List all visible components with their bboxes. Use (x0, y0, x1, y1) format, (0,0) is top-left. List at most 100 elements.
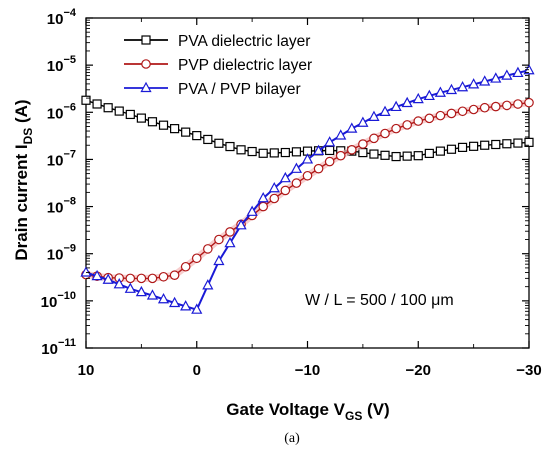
data-point (501, 69, 513, 80)
data-point (468, 104, 479, 115)
data-point (391, 123, 401, 134)
data-point (480, 140, 490, 150)
data-point (80, 266, 92, 277)
data-point (512, 66, 524, 78)
data-point (346, 145, 357, 155)
data-point (290, 162, 303, 173)
data-point (434, 86, 447, 97)
data-point (180, 300, 192, 311)
x-tick-label: −20 (406, 362, 431, 379)
y-tick-label: 10−6 (47, 101, 76, 122)
data-point (203, 244, 213, 254)
data-point (357, 116, 369, 127)
x-tick-label: 10 (78, 362, 95, 379)
data-point (502, 139, 512, 149)
data-point (402, 120, 412, 130)
x-tick-label: −10 (295, 362, 320, 379)
data-point (192, 131, 202, 141)
data-point (103, 103, 113, 113)
data-point (479, 75, 491, 86)
data-point (446, 144, 457, 154)
data-point (513, 138, 523, 148)
data-point (269, 148, 279, 158)
data-point (301, 153, 314, 164)
data-point (435, 146, 445, 156)
data-point (224, 236, 236, 248)
y-tick-label: 10−10 (41, 290, 76, 311)
data-point (346, 122, 358, 133)
data-point (202, 279, 214, 290)
data-point (168, 296, 181, 308)
series-pva (81, 95, 534, 162)
data-point (214, 234, 224, 245)
data-point (235, 219, 247, 230)
series-bilayer (80, 63, 535, 314)
data-point (491, 139, 501, 150)
legend: PVA dielectric layer PVP dielectric layer… (124, 33, 312, 98)
data-point (413, 116, 424, 126)
data-point (258, 201, 268, 212)
data-point (158, 120, 169, 130)
data-point (92, 99, 102, 109)
y-tick-label: 10−7 (47, 148, 76, 169)
data-point (157, 292, 170, 304)
data-point (380, 128, 390, 139)
data-point (191, 253, 202, 264)
y-tick-label: 10−5 (47, 54, 76, 75)
legend-label: PVA dielectric layer (178, 33, 310, 50)
data-point (469, 141, 479, 151)
data-point (423, 89, 435, 101)
data-point (412, 92, 424, 104)
data-point (135, 285, 147, 297)
data-point (324, 156, 335, 167)
data-point (445, 83, 458, 95)
data-point (379, 105, 391, 116)
data-point (424, 113, 435, 124)
data-point (390, 100, 402, 112)
data-point (369, 149, 379, 159)
data-point (446, 108, 457, 119)
data-point (490, 101, 501, 112)
x-tick-label: 0 (193, 362, 201, 379)
data-point (325, 145, 335, 156)
data-point (113, 278, 125, 289)
x-tick-label: −30 (516, 362, 541, 379)
data-point (312, 144, 325, 156)
legend-marker (140, 81, 152, 93)
data-point (225, 141, 235, 152)
data-point (102, 273, 114, 284)
data-point (457, 142, 468, 152)
data-point (279, 171, 291, 183)
data-point (335, 129, 347, 140)
data-point (247, 146, 257, 157)
data-point (524, 97, 534, 108)
data-point (490, 72, 502, 83)
data-point (280, 185, 291, 196)
data-point (513, 99, 523, 109)
data-point (136, 273, 147, 284)
legend-item-pva: PVA dielectric layer (124, 33, 310, 50)
data-point (335, 150, 346, 161)
data-point (524, 137, 534, 147)
x-axis-label: Gate Voltage VGS (V) (226, 400, 389, 423)
data-point (468, 78, 480, 89)
data-point (81, 95, 91, 105)
data-point (214, 138, 224, 148)
data-point (368, 110, 380, 121)
data-point (257, 192, 269, 203)
data-point (225, 227, 235, 237)
data-point (236, 145, 246, 155)
legend-marker (141, 35, 151, 45)
legend-item-pvp: PVP dielectric layer (124, 57, 312, 74)
data-point (358, 139, 368, 149)
data-point (402, 151, 412, 161)
data-point (401, 96, 413, 108)
y-tick-label: 10−9 (47, 243, 76, 264)
data-point (136, 113, 146, 123)
figure-caption: (a) (284, 431, 300, 446)
data-point (291, 178, 302, 188)
data-point (268, 181, 280, 193)
series-line (85, 102, 530, 280)
